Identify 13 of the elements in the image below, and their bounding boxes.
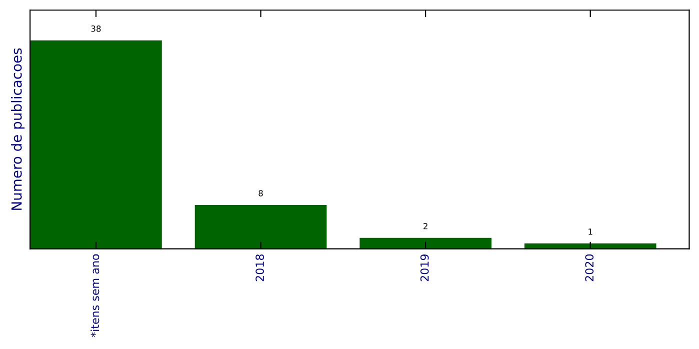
data-label: 38	[91, 25, 101, 32]
bar	[194, 204, 327, 249]
data-label: 2	[424, 223, 428, 230]
data-label: 8	[258, 190, 263, 196]
bar	[524, 243, 656, 249]
x-tick-label: 2018	[256, 254, 264, 282]
data-label: 1	[588, 228, 592, 235]
bar	[30, 40, 162, 249]
x-tick-label: 2019	[420, 254, 429, 282]
x-tick-label: *itens sem ano	[90, 254, 100, 338]
y-axis-title: Numero de publicacoes	[11, 48, 24, 210]
bar	[360, 238, 492, 249]
x-tick-label: 2020	[585, 254, 594, 282]
